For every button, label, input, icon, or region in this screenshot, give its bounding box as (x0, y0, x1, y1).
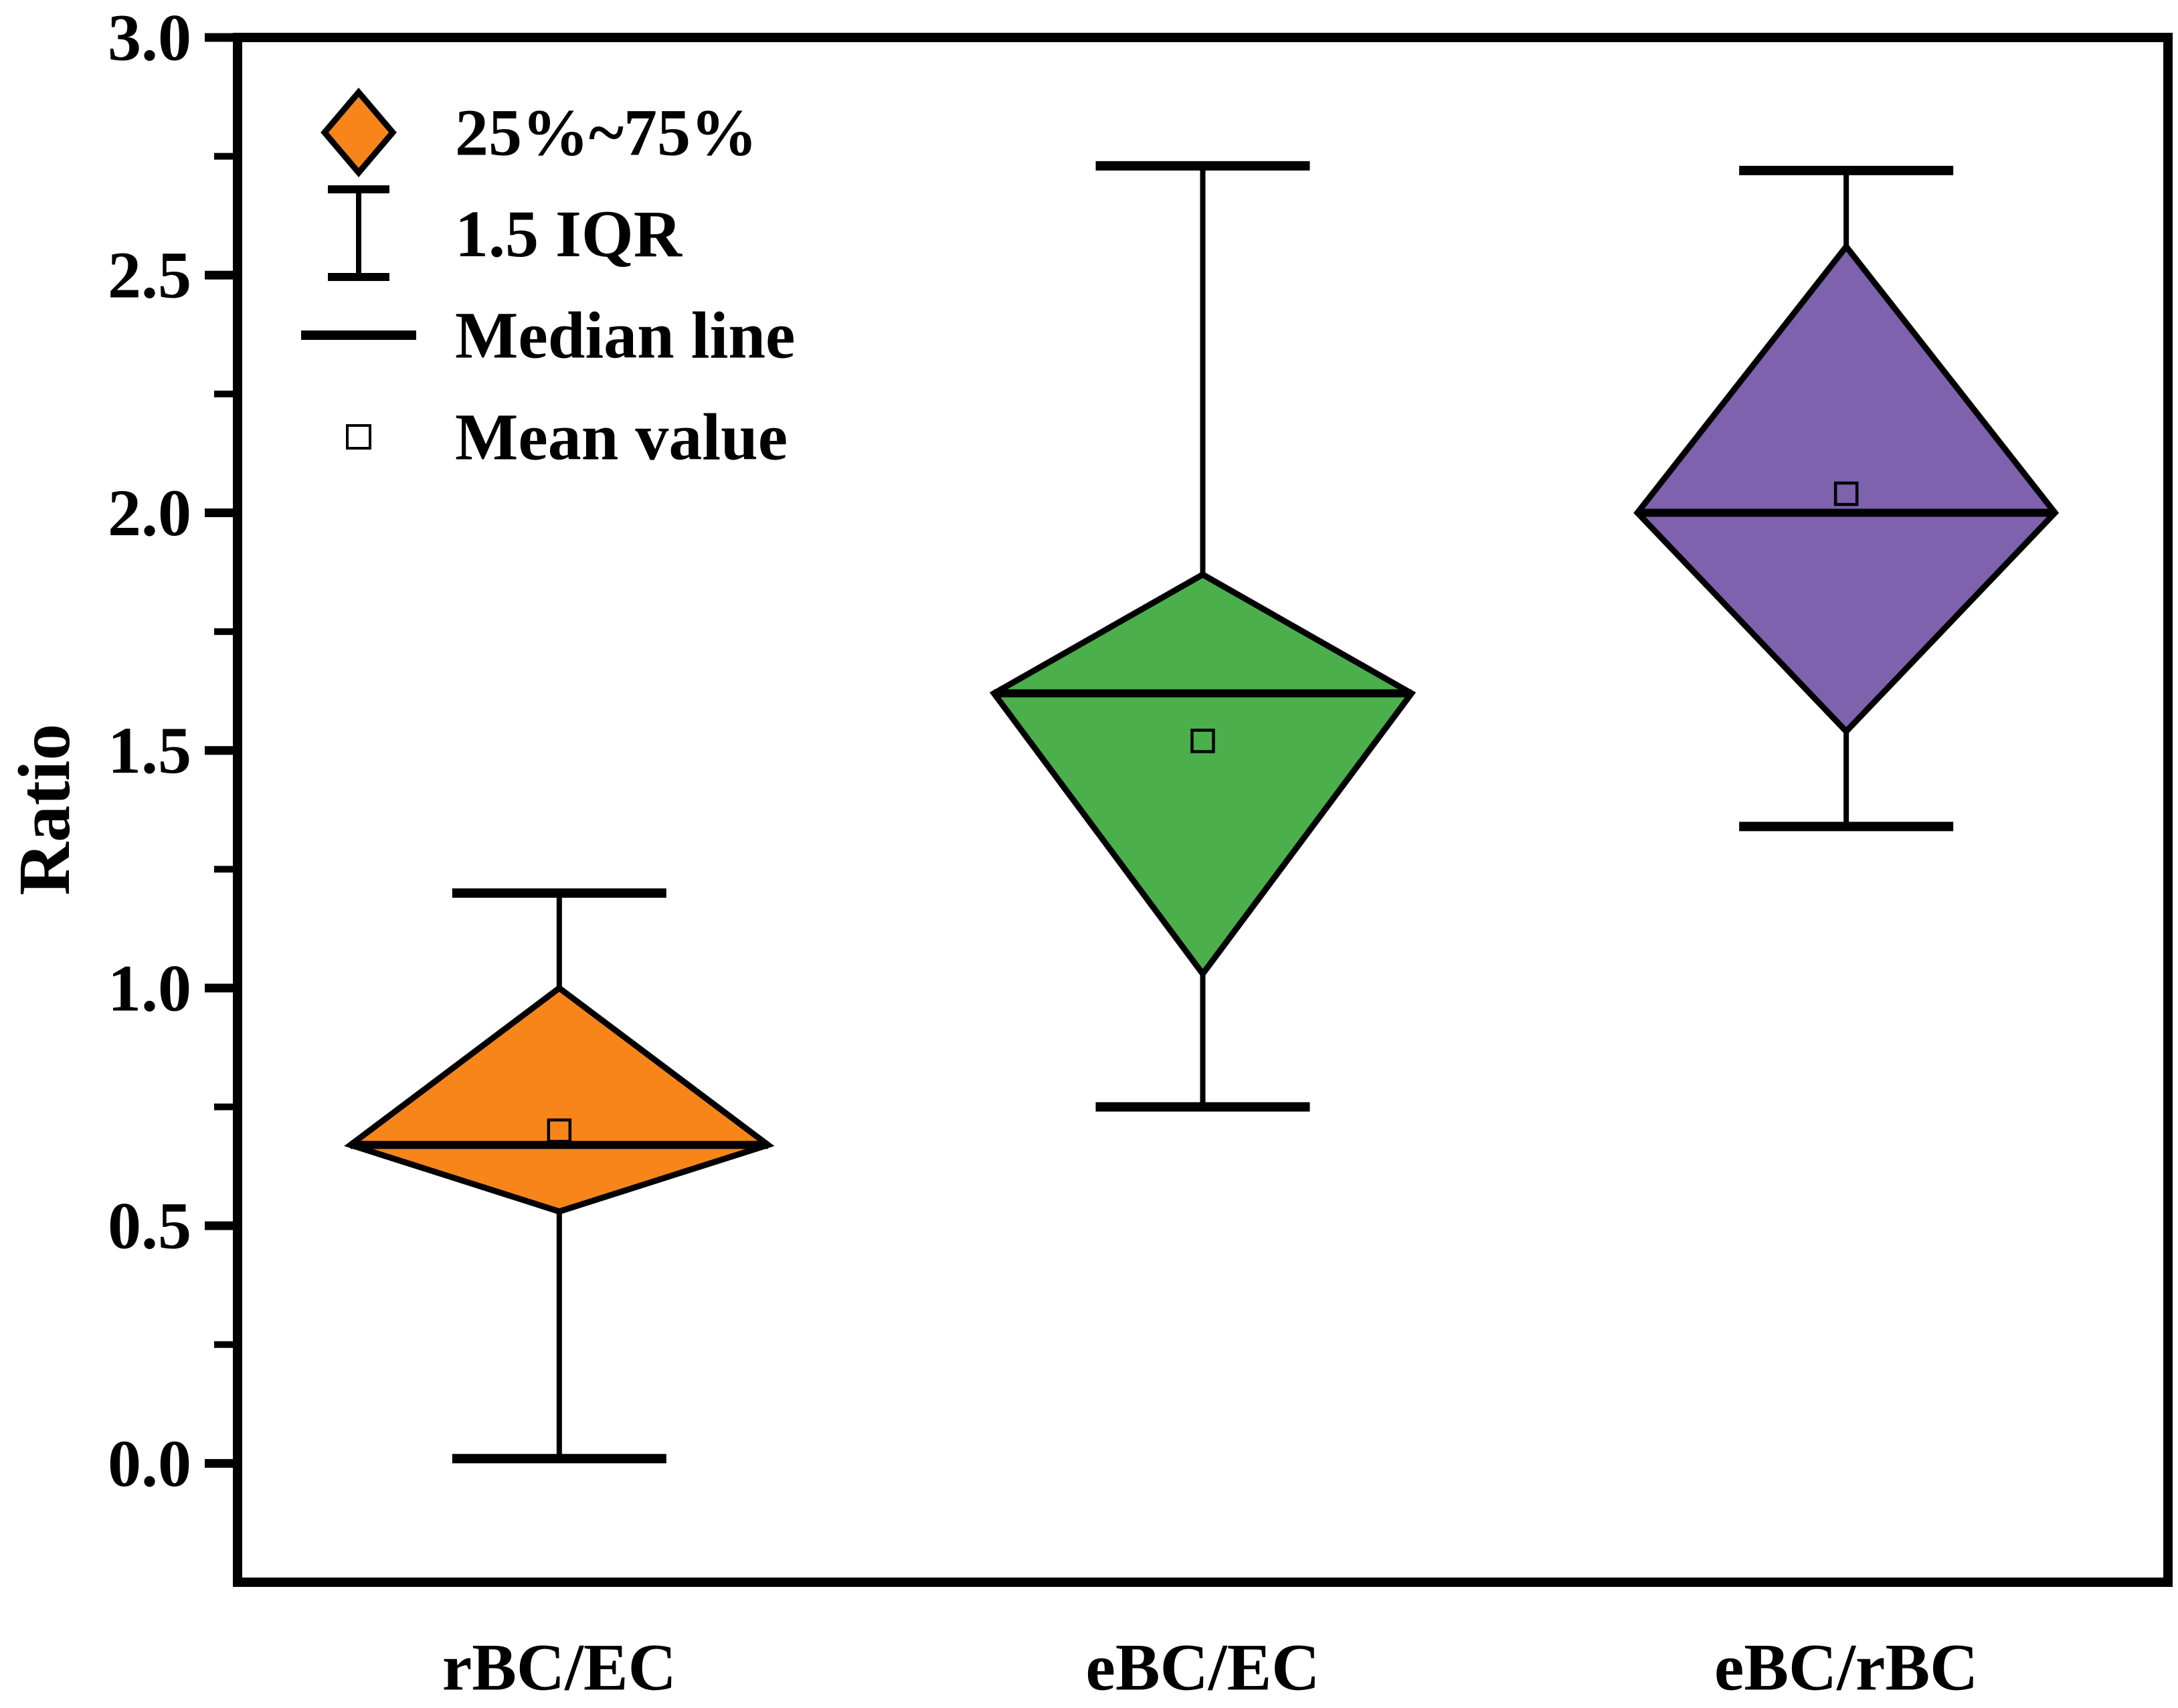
x-category-label: eBC/EC (1086, 1630, 1320, 1705)
legend-label: 25%~75% (455, 96, 757, 170)
legend-label: 1.5 IQR (455, 197, 683, 271)
y-tick-label: 0.0 (108, 1426, 191, 1501)
iqr-diamond (1633, 242, 2060, 736)
y-axis-title: Ratio (3, 724, 85, 896)
x-category-label: eBC/rBC (1714, 1630, 1978, 1705)
legend-label: Median line (455, 298, 795, 373)
legend-diamond-icon (321, 88, 397, 177)
iqr-diamond (989, 571, 1417, 979)
mean-square-icon (346, 424, 371, 450)
y-tick-label: 2.5 (108, 238, 191, 312)
mean-square-marker (1833, 481, 1859, 506)
mean-square-marker (1190, 729, 1215, 753)
iqr-diamond (344, 984, 775, 1215)
y-tick-label: 1.5 (108, 713, 191, 787)
y-tick-label: 2.0 (108, 476, 191, 550)
plot-border (233, 33, 2173, 1587)
mean-square-marker (547, 1118, 572, 1143)
x-category-label: rBC/EC (442, 1630, 676, 1705)
legend-label: Mean value (455, 400, 788, 474)
y-tick-label: 3.0 (108, 1, 191, 75)
y-tick-label: 0.5 (108, 1189, 191, 1263)
y-tick-label: 1.0 (108, 951, 191, 1025)
